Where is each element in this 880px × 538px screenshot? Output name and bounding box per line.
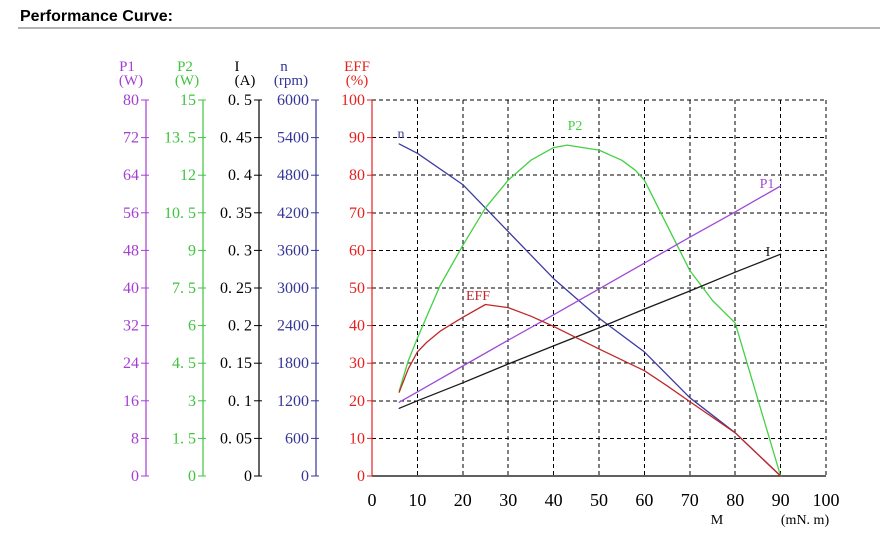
y-axis-n-tick-label: 3600 [277, 242, 309, 259]
y-axis-n-tick-label: 600 [285, 430, 309, 447]
y-axis-p2-tick-label: 6 [188, 318, 196, 335]
y-axis-p2-tick-label: 13. 5 [164, 130, 196, 147]
y-axis-p2-tick-label: 4. 5 [172, 355, 196, 372]
x-axis: 0 10 20 30 40 50 60 70 80 90 100 M (mN. m) [368, 490, 840, 528]
y-axis-p1-tick-label: 56 [123, 205, 139, 222]
y-axis-i-tick-label: 0. 25 [220, 280, 252, 297]
y-axis-eff-tick-label: 10 [349, 430, 365, 447]
y-axis-i-tick-label: 0. 2 [228, 318, 252, 335]
series-label-i: I [766, 245, 771, 260]
y-axis-p2: 0 1. 5 3 4. 5 6 7. 5 9 10. 5 12 13. 5 15 P2(W) [164, 59, 206, 485]
y-axis-i-tick-label: 0. 5 [228, 92, 252, 109]
series-label-p2: P2 [568, 119, 583, 134]
y-axis-eff-tick-label: 100 [341, 92, 365, 109]
y-axis-i-tick-label: 0. 4 [228, 167, 252, 184]
y-axis-i-tick-label: 0. 3 [228, 242, 252, 259]
series-label-p1: P1 [760, 177, 775, 192]
series-line-n [398, 143, 782, 477]
y-axis-p1-tick-label: 16 [123, 393, 139, 410]
x-axis-tick-label: 70 [681, 490, 699, 510]
y-axis-eff-tick-label: 90 [349, 130, 365, 147]
x-axis-unit: (mN. m) [781, 513, 830, 528]
y-axis-eff-tick-label: 0 [357, 468, 365, 485]
y-axis-n-tick-label: 4200 [277, 205, 309, 222]
y-axis-p2-tick-label: 9 [188, 242, 196, 259]
y-axis-n-tick-label: 1800 [277, 355, 309, 372]
y-axis-p2-tick-label: 3 [188, 393, 196, 410]
x-axis-tick-label: 90 [772, 490, 790, 510]
y-axis-eff-tick-label: 70 [349, 205, 365, 222]
y-axis-i: 0 0. 05 0. 1 0. 15 0. 2 0. 25 0. 3 0. 35 0. 4 0. … [220, 59, 262, 485]
series-label-eff: EFF [466, 289, 490, 304]
series-line-p2 [398, 144, 782, 477]
y-axis-p2-tick-label: 1. 5 [172, 430, 196, 447]
y-axis-eff-unit: (%) [346, 73, 369, 89]
y-axis-n-tick-label: 6000 [277, 92, 309, 109]
y-axis-eff-tick-label: 30 [349, 355, 365, 372]
y-axis-eff-tick-label: 60 [349, 242, 365, 259]
page-title: Performance Curve: [20, 8, 173, 25]
y-axis-i-tick-label: 0. 45 [220, 130, 252, 147]
y-axis-n: 0 600 1200 1800 2400 3000 3600 4200 4800 5400 6000… [274, 59, 319, 485]
x-axis-tick-label: 40 [545, 490, 563, 510]
y-axis-n-unit: (rpm) [274, 73, 308, 89]
y-axis-p2-tick-label: 7. 5 [172, 280, 196, 297]
y-axis-p1-tick-label: 32 [123, 318, 139, 335]
y-axis-i-tick-label: 0. 1 [228, 393, 252, 410]
y-axis-p2-tick-label: 0 [188, 468, 196, 485]
x-axis-tick-label: 20 [454, 490, 472, 510]
y-axis-i-tick-label: 0 [244, 468, 252, 485]
y-axis-p1-tick-label: 48 [123, 242, 139, 259]
y-axis-p1-tick-label: 40 [123, 280, 139, 297]
y-axis-p1-tick-label: 64 [123, 167, 139, 184]
y-axis-i-tick-label: 0. 05 [220, 430, 252, 447]
y-axis-i-title: I [235, 59, 240, 75]
y-axis-p1-title: P1 [119, 59, 135, 75]
y-axis-p1: 0 8 16 24 32 40 48 56 64 72 80 P1(W) [119, 59, 149, 485]
y-axis-p2-tick-label: 10. 5 [164, 205, 196, 222]
y-axis-p1-tick-label: 24 [123, 355, 139, 372]
x-axis-tick-label: 0 [368, 490, 377, 510]
plot-grid [372, 99, 827, 476]
y-axis-n-tick-label: 5400 [277, 130, 309, 147]
y-axis-eff: 0 10 20 30 40 50 60 70 80 90 100 EFF(%) [341, 59, 373, 485]
y-axis-n-title: n [280, 59, 288, 75]
y-axis-p1-tick-label: 0 [131, 468, 139, 485]
y-axis-p1-unit: (W) [119, 73, 143, 89]
y-axis-eff-tick-label: 40 [349, 318, 365, 335]
series-group: n P2 P1 I EFF [398, 119, 782, 477]
y-axis-p1-tick-label: 80 [123, 92, 139, 109]
y-axis-p2-tick-label: 15 [180, 92, 196, 109]
x-axis-tick-label: 50 [590, 490, 608, 510]
y-axis-n-tick-label: 0 [301, 468, 309, 485]
x-axis-tick-label: 100 [813, 490, 840, 510]
series-line-p1 [398, 185, 782, 403]
y-axis-i-tick-label: 0. 35 [220, 205, 252, 222]
y-axis-p2-unit: (W) [175, 73, 199, 89]
series-line-eff [398, 303, 782, 477]
y-axis-n-tick-label: 1200 [277, 393, 309, 410]
y-axis-i-unit: (A) [235, 73, 256, 89]
y-axis-eff-title: EFF [344, 59, 370, 75]
x-axis-title: M [711, 513, 724, 528]
x-axis-tick-label: 10 [408, 490, 426, 510]
x-axis-tick-label: 60 [635, 490, 653, 510]
y-axis-p2-title: P2 [177, 59, 193, 75]
y-axis-n-tick-label: 4800 [277, 167, 309, 184]
series-line-i [398, 253, 782, 409]
x-axis-tick-label: 80 [726, 490, 744, 510]
y-axis-n-tick-label: 2400 [277, 318, 309, 335]
y-axis-eff-tick-label: 50 [349, 280, 365, 297]
y-axis-eff-tick-label: 20 [349, 393, 365, 410]
title-divider [18, 27, 880, 29]
y-axis-p1-tick-label: 8 [131, 430, 139, 447]
series-label-n: n [398, 127, 405, 142]
y-axis-p2-tick-label: 12 [180, 167, 196, 184]
y-axis-n-tick-label: 3000 [277, 280, 309, 297]
y-axis-i-tick-label: 0. 15 [220, 355, 252, 372]
x-axis-tick-label: 30 [499, 490, 517, 510]
y-axis-eff-tick-label: 80 [349, 167, 365, 184]
y-axis-p1-tick-label: 72 [123, 130, 139, 147]
